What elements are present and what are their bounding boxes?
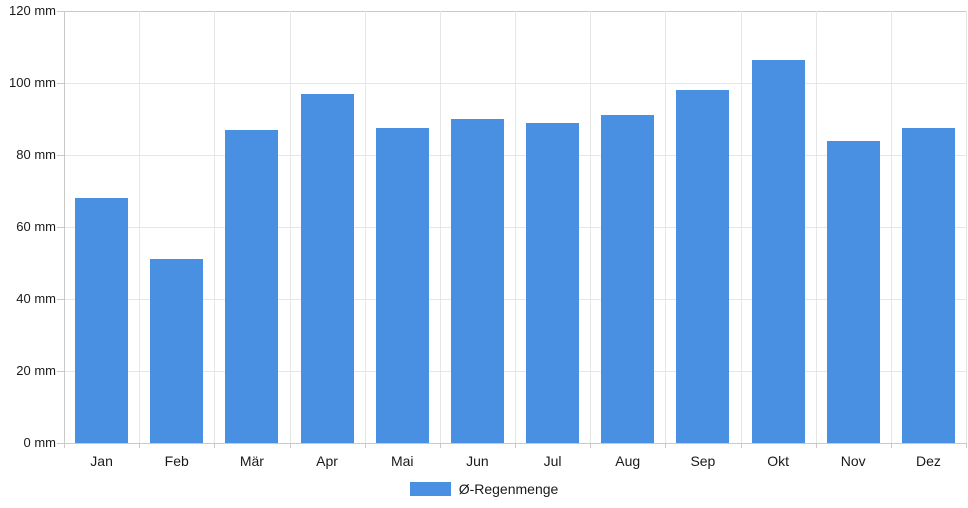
x-tick-5 (439, 443, 441, 448)
x-tick-6 (515, 443, 516, 448)
bar-mär[interactable] (225, 129, 279, 443)
x-gridline-6 (515, 11, 516, 443)
x-tick-label-mai: Mai (390, 453, 414, 469)
x-gridline-3 (289, 11, 291, 443)
x-tick-label-jul: Jul (543, 453, 562, 469)
x-gridline-12 (966, 11, 967, 443)
y-tick-20 (57, 371, 64, 372)
x-gridline-4 (364, 11, 366, 443)
legend-item-regenmenge[interactable]: Ø-Regenmenge (0, 481, 968, 497)
x-tick-9 (740, 443, 742, 448)
y-tick-label-120: 120 mm (9, 3, 56, 18)
y-tick-40 (57, 299, 64, 300)
x-tick-label-jan: Jan (90, 453, 113, 469)
x-tick-2 (214, 443, 216, 448)
bar-okt[interactable] (751, 59, 805, 443)
x-tick-label-apr: Apr (316, 453, 338, 469)
x-tick-10 (815, 443, 817, 448)
legend-swatch-icon (409, 482, 451, 496)
x-tick-0 (64, 443, 65, 448)
bar-jul[interactable] (526, 122, 580, 443)
y-tick-label-40: 40 mm (16, 291, 56, 306)
x-tick-label-jun: Jun (466, 453, 489, 469)
x-tick-7 (590, 443, 592, 448)
y-tick-label-80: 80 mm (16, 147, 56, 162)
x-tick-label-sep: Sep (690, 453, 716, 469)
x-tick-4 (364, 443, 366, 448)
y-tick-label-0: 0 mm (23, 435, 57, 450)
x-tick-label-nov: Nov (840, 453, 866, 469)
x-tick-label-aug: Aug (615, 453, 641, 469)
x-tick-3 (289, 443, 291, 448)
x-tick-label-dez: Dez (915, 453, 941, 469)
x-gridline-9 (740, 11, 742, 443)
x-gridline-7 (590, 11, 592, 443)
x-gridline-10 (815, 11, 817, 443)
x-gridline-5 (439, 11, 441, 443)
y-tick-label-20: 20 mm (16, 363, 56, 378)
x-tick-label-feb: Feb (164, 453, 189, 469)
x-tick-label-okt: Okt (767, 453, 789, 469)
y-tick-120 (57, 11, 64, 12)
plot-area (57, 11, 967, 448)
y-tick-100 (57, 83, 64, 84)
x-tick-1 (139, 443, 141, 448)
y-tick-80 (57, 155, 64, 156)
bar-nov[interactable] (826, 140, 880, 443)
y-tick-label-100: 100 mm (9, 75, 56, 90)
bar-feb[interactable] (150, 259, 204, 443)
x-tick-label-mär: Mär (239, 453, 264, 469)
x-gridline-2 (214, 11, 216, 443)
x-gridline-0 (64, 11, 65, 443)
bar-dez[interactable] (901, 128, 955, 443)
x-tick-8 (665, 443, 667, 448)
bar-sep[interactable] (676, 90, 730, 443)
bar-aug[interactable] (601, 115, 655, 443)
bar-apr[interactable] (300, 93, 354, 443)
bar-mai[interactable] (375, 128, 429, 443)
x-tick-11 (890, 443, 892, 448)
legend-label: Ø-Regenmenge (458, 481, 559, 497)
y-tick-60 (57, 227, 64, 228)
y-tick-label-60: 60 mm (16, 219, 56, 234)
bar-jan[interactable] (75, 198, 129, 443)
x-gridline-1 (139, 11, 141, 443)
y-tick-0 (57, 443, 64, 444)
x-tick-12 (966, 443, 967, 448)
x-gridline-8 (665, 11, 667, 443)
x-gridline-11 (890, 11, 892, 443)
bar-jun[interactable] (450, 119, 504, 443)
